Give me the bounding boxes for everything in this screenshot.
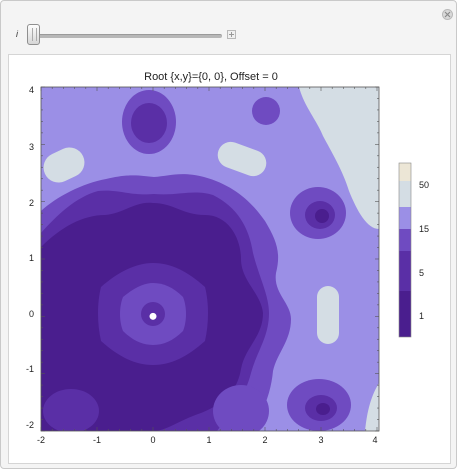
x-tick-label: 3 bbox=[318, 435, 323, 445]
plot-panel: Root {x,y}={0, 0}, Offset = 0 bbox=[8, 54, 451, 464]
x-axis-labels: -2 -1 0 1 2 3 4 bbox=[37, 435, 378, 445]
region-level5-upper-right bbox=[299, 87, 379, 229]
contour-plot: Root {x,y}={0, 0}, Offset = 0 bbox=[26, 71, 429, 445]
y-tick-label: 1 bbox=[29, 253, 34, 263]
color-legend: 50 15 5 1 bbox=[398, 162, 429, 338]
x-tick-label: 2 bbox=[262, 435, 267, 445]
blob-top-inner bbox=[131, 103, 167, 143]
close-icon[interactable] bbox=[442, 9, 453, 20]
blob-bottom-right bbox=[213, 385, 269, 431]
blob-bottom-left bbox=[43, 389, 99, 431]
legend-swatch-6 bbox=[399, 163, 411, 181]
blob-right bbox=[317, 286, 339, 344]
legend-swatch-4 bbox=[399, 207, 411, 229]
y-tick-label: -1 bbox=[26, 364, 34, 374]
contour-regions bbox=[41, 87, 379, 431]
slider-track[interactable] bbox=[28, 34, 222, 38]
blob-right-upper-core bbox=[315, 209, 329, 223]
legend-swatch-3 bbox=[399, 229, 411, 251]
blob-upper-left bbox=[43, 147, 85, 183]
tick-marks bbox=[40, 86, 379, 432]
root-point bbox=[149, 312, 157, 320]
y-tick-label: 2 bbox=[29, 198, 34, 208]
y-tick-label: 3 bbox=[29, 142, 34, 152]
legend-swatch-5 bbox=[399, 181, 411, 207]
y-tick-label: -2 bbox=[26, 420, 34, 430]
blob-upper-mid bbox=[217, 141, 267, 177]
x-tick-label: 1 bbox=[206, 435, 211, 445]
legend-label: 5 bbox=[419, 268, 424, 278]
region-level5-lower-right bbox=[365, 383, 379, 431]
slider-thumb[interactable] bbox=[27, 24, 40, 45]
slider-label: i bbox=[16, 29, 18, 39]
legend-label: 1 bbox=[419, 311, 424, 321]
blob-right-lower-core bbox=[316, 403, 330, 415]
legend-swatch-2 bbox=[399, 251, 411, 291]
y-axis-labels: 4 3 2 1 0 -1 -2 bbox=[26, 85, 34, 430]
legend-label: 50 bbox=[419, 180, 429, 190]
legend-swatch-1 bbox=[399, 291, 411, 337]
blob-top-right bbox=[252, 97, 280, 125]
x-tick-label: -1 bbox=[93, 435, 101, 445]
x-tick-label: 4 bbox=[372, 435, 377, 445]
y-tick-label: 0 bbox=[29, 309, 34, 319]
manipulate-panel: i Root {x,y}={0, 0}, Offset = 0 bbox=[0, 0, 457, 469]
legend-label: 15 bbox=[419, 224, 429, 234]
x-tick-label: 0 bbox=[150, 435, 155, 445]
plot-title: Root {x,y}={0, 0}, Offset = 0 bbox=[144, 71, 278, 83]
y-tick-label: 4 bbox=[29, 85, 34, 95]
expand-controls-icon[interactable] bbox=[227, 30, 236, 39]
x-tick-label: -2 bbox=[37, 435, 45, 445]
